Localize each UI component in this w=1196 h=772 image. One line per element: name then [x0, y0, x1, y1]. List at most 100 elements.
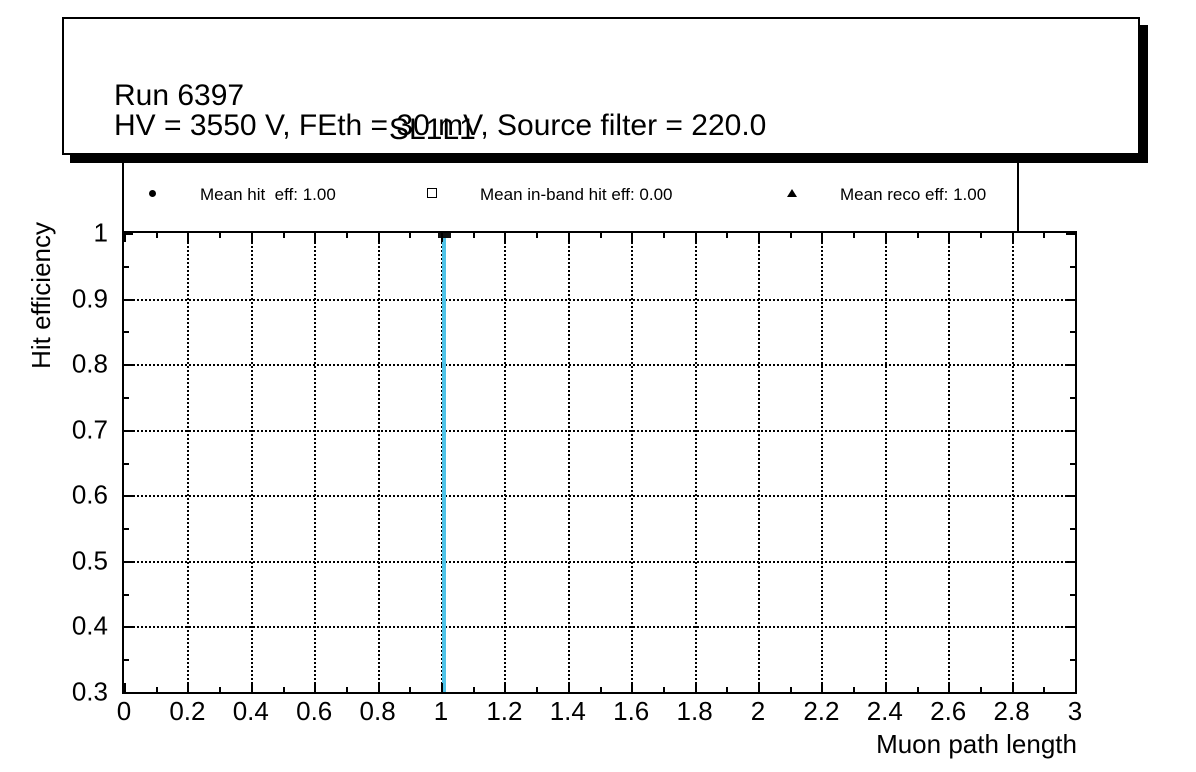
x-axis-tick-top — [567, 233, 570, 242]
open-square-icon — [424, 185, 440, 205]
gridline-horizontal — [124, 429, 1075, 432]
y-tick-label: 0.4 — [71, 610, 108, 641]
x-axis-tick-bottom — [567, 683, 570, 692]
y-axis-minor-tick-left — [124, 528, 129, 531]
x-axis-tick-bottom — [314, 683, 317, 692]
x-axis-tick-top — [314, 233, 317, 242]
x-axis-minor-tick-top — [789, 233, 792, 238]
x-axis-minor-tick-bottom — [662, 687, 665, 692]
x-tick-label: 1.2 — [486, 696, 523, 726]
y-tick-label: 0.5 — [71, 545, 108, 576]
y-axis-tick-left — [124, 298, 133, 301]
gridline-horizontal — [124, 298, 1075, 301]
x-axis-tick-bottom — [250, 683, 253, 692]
y-tick-label: 0.9 — [71, 283, 108, 314]
x-axis-tick-top — [187, 233, 190, 242]
gridline-vertical — [441, 233, 443, 692]
y-tick-label: 1 — [93, 217, 108, 248]
y-axis-minor-tick-right — [1070, 659, 1075, 662]
x-axis-tick-bottom — [631, 683, 634, 692]
x-axis-tick-bottom — [884, 683, 887, 692]
gridlines — [124, 233, 1075, 692]
x-axis-minor-tick-bottom — [345, 687, 348, 692]
x-axis-minor-tick-bottom — [472, 687, 475, 692]
x-tick-label: 0 — [116, 696, 132, 726]
x-axis-minor-tick-top — [979, 233, 982, 238]
legend-item-mean-reco-eff: Mean reco eff: 1.00 — [784, 184, 986, 204]
gridline-vertical — [758, 233, 760, 692]
gridline-horizontal — [124, 364, 1075, 367]
x-axis-minor-tick-bottom — [916, 687, 919, 692]
legend-item-label: Mean hit eff: 1.00 — [200, 184, 336, 204]
x-axis-title: Muon path length — [876, 729, 1077, 759]
x-tick-label: 1.4 — [549, 696, 586, 726]
y-axis-minor-tick-right — [1070, 462, 1075, 465]
y-axis-tick-left — [124, 364, 133, 367]
gridline-vertical — [694, 233, 697, 692]
legend-item-mean-inband-hit-eff: Mean in-band hit eff: 0.00 — [424, 184, 673, 204]
legend-item-mean-hit-eff: Mean hit eff: 1.00 — [144, 184, 336, 204]
x-axis-minor-tick-bottom — [155, 687, 158, 692]
x-tick-label: 2.2 — [803, 696, 840, 726]
y-tick-label: 0.3 — [71, 676, 108, 707]
x-axis-tick-top — [1075, 233, 1077, 242]
x-tick-label: 1.6 — [613, 696, 650, 726]
filled-triangle-icon — [784, 185, 800, 205]
y-axis-minor-tick-left — [124, 659, 129, 662]
x-axis-minor-tick-top — [916, 233, 919, 238]
x-axis-tick-bottom — [948, 683, 951, 692]
gridline-vertical — [314, 233, 317, 692]
y-axis-tick-right — [1066, 233, 1075, 235]
settings-line: HV = 3550 V, FEth = 30 mV, Source filter… — [114, 109, 767, 142]
y-axis-minor-tick-left — [124, 462, 129, 465]
x-tick-label: 1 — [433, 696, 449, 726]
x-axis-tick-top — [504, 233, 507, 242]
x-axis-tick-top — [377, 233, 380, 242]
legend: Mean hit eff: 1.00 Mean in-band hit eff:… — [122, 155, 1019, 231]
x-axis-minor-tick-bottom — [1043, 687, 1046, 692]
y-axis-minor-tick-left — [124, 331, 129, 334]
chamber-label: SL1L1 — [389, 113, 476, 146]
legend-item-label: Mean in-band hit eff: 0.00 — [480, 184, 673, 204]
y-axis-minor-tick-right — [1070, 593, 1075, 596]
y-axis-tick-right — [1066, 692, 1075, 694]
x-axis-tick-top — [884, 233, 887, 242]
x-axis-minor-tick-top — [219, 233, 222, 238]
x-axis-tick-top — [821, 233, 824, 242]
x-axis-minor-tick-top — [853, 233, 856, 238]
x-axis-minor-tick-bottom — [789, 687, 792, 692]
x-axis-tick-top — [631, 233, 634, 242]
data-series-layer — [124, 233, 1075, 692]
plot-area — [122, 231, 1077, 694]
run-label: Run 6397 — [114, 79, 245, 112]
gridline-horizontal — [124, 495, 1075, 498]
gridline-vertical — [504, 233, 507, 692]
x-axis-tick-bottom — [504, 683, 507, 692]
x-axis-minor-tick-top — [409, 233, 412, 238]
x-tick-label: 0.6 — [296, 696, 333, 726]
gridline-vertical — [884, 233, 887, 692]
x-axis-minor-tick-bottom — [409, 687, 412, 692]
y-tick-label: 0.6 — [71, 479, 108, 510]
gridline-horizontal — [124, 560, 1075, 563]
x-axis-minor-tick-top — [472, 233, 475, 238]
y-axis-title: Hit efficiency — [26, 222, 56, 369]
x-axis-minor-tick-bottom — [726, 687, 729, 692]
x-axis-tick-bottom — [1075, 683, 1077, 692]
gridline-horizontal — [124, 626, 1075, 629]
x-axis-minor-tick-top — [1043, 233, 1046, 238]
x-axis-minor-tick-top — [599, 233, 602, 238]
x-axis-tick-top — [948, 233, 951, 242]
x-axis-tick-bottom — [377, 683, 380, 692]
gridline-vertical — [187, 233, 190, 692]
x-axis-minor-tick-top — [155, 233, 158, 238]
x-tick-label: 0.8 — [359, 696, 396, 726]
gridline-vertical — [567, 233, 570, 692]
x-tick-label: 2.6 — [930, 696, 967, 726]
y-axis-tick-right — [1066, 298, 1075, 301]
x-axis-minor-tick-top — [345, 233, 348, 238]
x-axis-tick-top — [694, 233, 697, 242]
gridline-vertical — [631, 233, 634, 692]
x-axis-tick-top — [124, 233, 126, 242]
y-tick-label: 0.8 — [71, 348, 108, 379]
